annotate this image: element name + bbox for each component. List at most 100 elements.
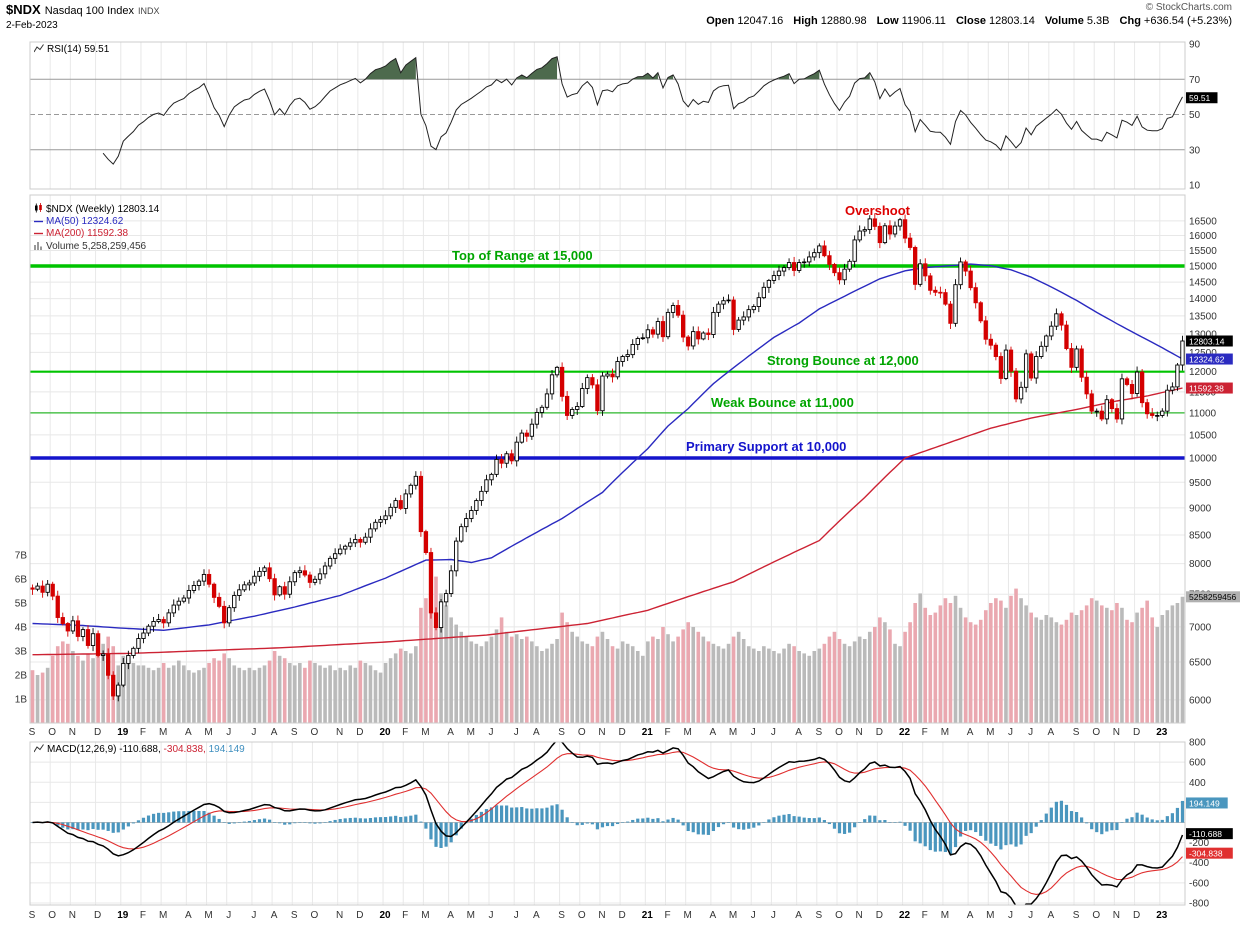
svg-text:O: O <box>48 910 56 921</box>
primary-support-annotation: Primary Support at 10,000 <box>686 439 847 454</box>
main-legend-title: $NDX (Weekly) 12803.14 <box>46 204 160 215</box>
svg-text:9500: 9500 <box>1189 478 1212 489</box>
svg-text:7B: 7B <box>15 551 28 562</box>
macd-signal-value: -304.838, <box>163 744 206 755</box>
svg-text:A: A <box>533 727 540 738</box>
svg-text:M: M <box>467 910 475 921</box>
value-box <box>1186 353 1233 365</box>
svg-text:21: 21 <box>642 727 654 738</box>
value-box <box>1186 382 1233 394</box>
svg-text:D: D <box>618 910 625 921</box>
panel-borders <box>29 41 1186 906</box>
svg-text:J: J <box>1028 727 1033 738</box>
rsi-line <box>102 56 1183 165</box>
svg-text:S: S <box>1073 910 1080 921</box>
macd-histogram <box>30 800 1185 855</box>
svg-text:6000: 6000 <box>1189 695 1212 706</box>
candlestick-icon <box>34 203 43 218</box>
value-box <box>1186 591 1240 603</box>
symbol-name: Nasdaq 100 Index <box>44 5 134 17</box>
svg-text:A: A <box>795 910 802 921</box>
svg-text:J: J <box>751 910 756 921</box>
svg-text:J: J <box>514 910 519 921</box>
svg-text:11000: 11000 <box>1189 408 1217 419</box>
macd-legend-label: MACD(12,26,9) <box>47 744 117 755</box>
svg-text:M: M <box>159 910 167 921</box>
svg-text:O: O <box>311 910 319 921</box>
svg-text:800: 800 <box>1189 738 1206 749</box>
svg-text:S: S <box>29 727 36 738</box>
svg-text:90: 90 <box>1189 40 1201 51</box>
value-box <box>1186 92 1218 104</box>
svg-text:D: D <box>1133 910 1140 921</box>
volume-label: Volume <box>1044 15 1084 27</box>
candles <box>30 213 1185 702</box>
svg-text:11592.38: 11592.38 <box>1189 383 1224 393</box>
svg-text:9000: 9000 <box>1189 503 1212 514</box>
svg-text:-800: -800 <box>1189 898 1209 909</box>
ma200-swatch <box>34 229 43 242</box>
svg-text:F: F <box>402 727 408 738</box>
macd-hist-value: 194.149 <box>208 744 245 755</box>
svg-text:22: 22 <box>899 910 911 921</box>
copyright: © StockCharts.com <box>1145 2 1232 13</box>
svg-text:15500: 15500 <box>1189 246 1217 257</box>
svg-text:N: N <box>598 910 605 921</box>
svg-text:194.149: 194.149 <box>1189 798 1220 808</box>
svg-text:N: N <box>69 727 76 738</box>
svg-text:S: S <box>558 727 565 738</box>
value-boxes: 59.51525825945611592.3812324.6212803.141… <box>1186 92 1240 859</box>
ma200-legend-row: MA(200) 11592.38 <box>34 228 159 241</box>
svg-text:59.51: 59.51 <box>1189 93 1211 103</box>
svg-text:8500: 8500 <box>1189 530 1212 541</box>
chg-label: Chg <box>1119 15 1141 27</box>
main-legend-title-row: $NDX (Weekly) 12803.14 <box>34 203 159 216</box>
chart-header: $NDX Nasdaq 100 Index INDX 2-Feb-2023 © St… <box>0 0 1240 38</box>
svg-text:D: D <box>94 910 101 921</box>
svg-text:S: S <box>291 910 298 921</box>
high-value: 12880.98 <box>820 15 867 27</box>
svg-text:M: M <box>941 910 949 921</box>
svg-text:A: A <box>271 910 278 921</box>
svg-text:-600: -600 <box>1189 878 1209 889</box>
svg-text:400: 400 <box>1189 778 1206 789</box>
overshoot-annotation: Overshoot <box>845 203 911 218</box>
svg-text:14000: 14000 <box>1189 294 1217 305</box>
svg-text:12500: 12500 <box>1189 348 1217 359</box>
volume-legend-row: Volume 5,258,259,456 <box>34 241 159 254</box>
svg-text:F: F <box>664 727 670 738</box>
svg-text:F: F <box>140 910 146 921</box>
close-value: 12803.14 <box>988 15 1035 27</box>
svg-text:6500: 6500 <box>1189 657 1212 668</box>
macd-line <box>32 742 1184 905</box>
svg-text:12324.62: 12324.62 <box>1189 354 1225 364</box>
svg-text:J: J <box>251 910 256 921</box>
value-box <box>1186 797 1228 809</box>
rsi-legend-text: RSI(14) 59.51 <box>47 44 110 55</box>
svg-text:23: 23 <box>1156 910 1168 921</box>
svg-text:2B: 2B <box>15 671 28 682</box>
strong-bounce-annotation: Strong Bounce at 12,000 <box>767 353 919 368</box>
svg-text:M: M <box>684 727 692 738</box>
svg-text:3B: 3B <box>15 647 28 658</box>
svg-text:14500: 14500 <box>1189 278 1217 289</box>
svg-text:50: 50 <box>1189 110 1201 121</box>
svg-text:M: M <box>467 727 475 738</box>
svg-text:A: A <box>967 910 974 921</box>
exchange-tag: INDX <box>137 6 160 16</box>
svg-text:F: F <box>922 910 928 921</box>
svg-text:10500: 10500 <box>1189 430 1217 441</box>
svg-text:A: A <box>967 727 974 738</box>
svg-text:S: S <box>815 727 822 738</box>
low-label: Low <box>876 15 899 27</box>
low-value: 11906.11 <box>901 15 946 27</box>
ma200-legend-text: MA(200) 11592.38 <box>46 228 129 239</box>
svg-text:12803.14: 12803.14 <box>1189 336 1225 346</box>
ma50-swatch <box>34 217 43 230</box>
value-box <box>1186 335 1233 347</box>
axis-labels: 90 70 50 30 10 16500 16000 15500 15000 14500 14000… <box>15 40 1217 910</box>
svg-text:A: A <box>185 910 192 921</box>
svg-text:70: 70 <box>1189 75 1201 86</box>
svg-text:A: A <box>447 727 454 738</box>
volume-value: 5.3B <box>1086 15 1110 27</box>
